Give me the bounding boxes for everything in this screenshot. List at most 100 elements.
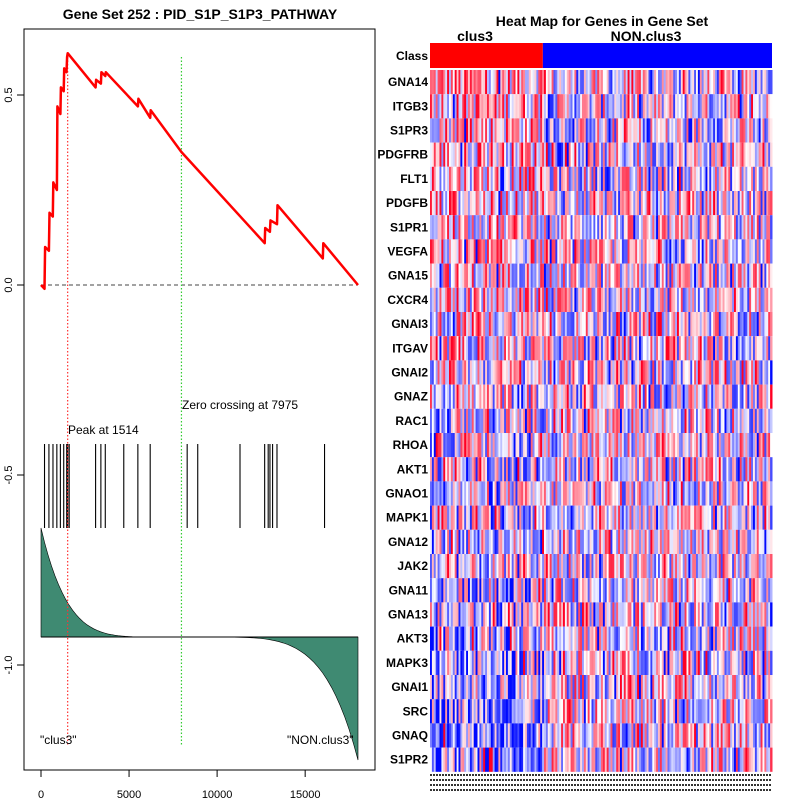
heatmap-cell [591, 263, 594, 288]
heatmap-cell [612, 384, 615, 409]
heatmap-cell [528, 554, 532, 579]
heatmap-cell [469, 602, 473, 627]
heatmap-cell [547, 578, 551, 603]
heatmap-cell [734, 602, 737, 627]
heatmap-cell [469, 433, 473, 458]
heatmap-cell [756, 287, 760, 312]
heatmap-cell [561, 529, 564, 554]
heatmap-cell [644, 287, 648, 312]
heatmap-cell [616, 650, 619, 675]
heatmap-cell [468, 650, 471, 675]
heatmap-cell [669, 626, 672, 651]
heatmap-cell [466, 239, 469, 264]
heatmap-cell [621, 675, 625, 700]
heatmap-cell [650, 554, 653, 579]
heatmap-cell [519, 675, 522, 700]
heatmap-cell [466, 118, 469, 143]
heatmap-cell [488, 554, 492, 579]
heatmap-cell [487, 70, 490, 95]
heatmap-cell [513, 602, 516, 627]
heatmap-cell [433, 554, 437, 579]
heatmap-cell [639, 263, 642, 288]
heatmap-cell [770, 408, 773, 433]
heatmap-cell [724, 626, 727, 651]
heatmap-cell [756, 602, 760, 627]
heatmap-cell [642, 578, 646, 603]
heatmap-cell [663, 94, 667, 119]
heatmap-cell [538, 70, 541, 95]
heatmap-cell [612, 626, 615, 651]
heatmap-cell [445, 94, 448, 119]
heatmap-cell [492, 505, 496, 530]
heatmap-cell [709, 578, 712, 603]
heatmap-cell [433, 94, 437, 119]
heatmap-cell [743, 626, 746, 651]
heatmap-cell [557, 166, 560, 191]
heatmap-cell [747, 215, 750, 240]
heatmap-cell [673, 554, 676, 579]
heatmap-cell [578, 360, 581, 385]
heatmap-cell [578, 94, 581, 119]
heatmap-cell [568, 699, 572, 724]
heatmap-cell [646, 699, 649, 724]
heatmap-cell [593, 699, 596, 724]
heatmap-cell [633, 215, 636, 240]
heatmap-cell [521, 481, 524, 506]
heatmap-cell [540, 239, 543, 264]
heatmap-cell [722, 191, 725, 216]
heatmap-cell [732, 94, 735, 119]
heatmap-cell [656, 578, 659, 603]
heatmap-cell [519, 239, 522, 264]
heatmap-cell [452, 626, 456, 651]
heatmap-cell [462, 481, 465, 506]
heatmap-cell [614, 578, 617, 603]
heatmap-cell [559, 650, 562, 675]
heatmap-cell [629, 675, 632, 700]
heatmap-cell [525, 287, 528, 312]
heatmap-cell [483, 191, 486, 216]
heatmap-cell [549, 578, 553, 603]
heatmap-cell [447, 626, 450, 651]
heatmap-cell [648, 457, 651, 482]
heatmap-cell [462, 699, 465, 724]
heatmap-cell [487, 239, 490, 264]
heatmap-cell [730, 142, 733, 167]
heatmap-cell [758, 433, 762, 458]
heatmap-cell [583, 239, 587, 264]
heatmap-cell [585, 118, 589, 143]
heatmap-cell [699, 312, 703, 337]
heatmap-cell [743, 263, 746, 288]
heatmap-cell [629, 287, 632, 312]
heatmap-cell [749, 142, 752, 167]
heatmap-cell [449, 263, 452, 288]
heatmap-cell [621, 312, 625, 337]
heatmap-cell [564, 699, 568, 724]
heatmap-cell [536, 626, 539, 651]
heatmap-cell [507, 384, 511, 409]
heatmap-cell [692, 505, 695, 530]
heatmap-cell [734, 554, 737, 579]
heatmap-cell [490, 384, 494, 409]
heatmap-cell [724, 433, 727, 458]
heatmap-cell [561, 142, 564, 167]
heatmap-cell [682, 312, 686, 337]
heatmap-cell [540, 723, 543, 748]
heatmap-cell [449, 602, 452, 627]
heatmap-cell [661, 239, 665, 264]
heatmap-cell [724, 650, 727, 675]
heatmap-cell [578, 336, 581, 361]
heatmap-cell [523, 626, 526, 651]
heatmap-cell [678, 650, 682, 675]
heatmap-cell [471, 723, 475, 748]
heatmap-cell [519, 263, 522, 288]
heatmap-cell [758, 408, 762, 433]
heatmap-cell [659, 626, 663, 651]
heatmap-cell [724, 505, 727, 530]
heatmap-cell [612, 142, 615, 167]
heatmap-cell [447, 142, 450, 167]
heatmap-cell [663, 626, 667, 651]
heatmap-cell [608, 263, 611, 288]
heatmap-cell [475, 215, 478, 240]
heatmap-cell [631, 650, 634, 675]
heatmap-cell [621, 142, 625, 167]
